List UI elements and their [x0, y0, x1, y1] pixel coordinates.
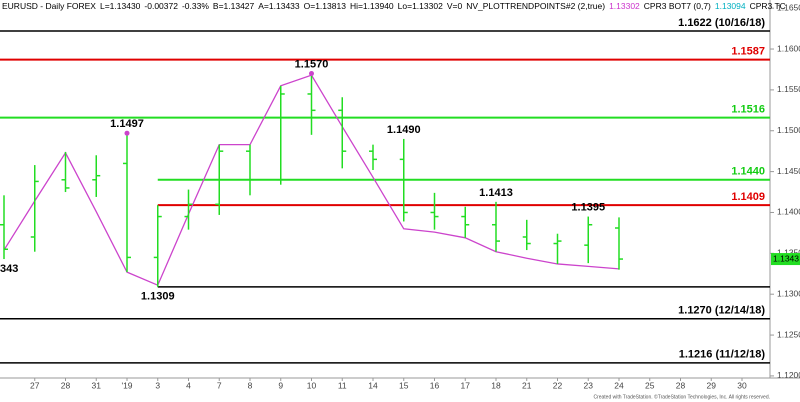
level-label: 1.1270 (12/14/18)	[678, 305, 765, 317]
x-tick-label: 7	[217, 380, 222, 390]
y-tick-label: 1.1500	[777, 125, 800, 135]
y-tick-label: 1.1600	[777, 43, 800, 53]
pivot-label: 343	[0, 263, 18, 275]
level-label: 1.1587	[731, 46, 765, 58]
x-tick-label: '19	[121, 380, 132, 390]
header-part: 1.13302	[609, 1, 640, 11]
x-tick-label: 10	[307, 380, 317, 390]
x-tick-label: 18	[491, 380, 501, 390]
x-tick-label: 31	[92, 380, 102, 390]
level-label: 1.1409	[731, 191, 765, 203]
x-tick-label: 23	[584, 380, 594, 390]
header-part: Lo=1.13302	[398, 1, 443, 11]
level-label: 1.1516	[731, 104, 765, 116]
header-part: CPR3 TC	[750, 1, 786, 11]
header-part: 1.13094	[715, 1, 746, 11]
header-part: NV_PLOTTRENDPOINTS#2 (2,true)	[466, 1, 605, 11]
x-tick-label: 29	[707, 380, 717, 390]
header-part: EURUSD - Daily FOREX	[2, 1, 96, 11]
header-part: O=1.13813	[304, 1, 347, 11]
level-label: 1.1622 (10/16/18)	[678, 17, 765, 29]
header-part: CPR3 BOT7 (0,7)	[644, 1, 711, 11]
y-tick-label: 1.1550	[777, 84, 800, 94]
pivot-dot	[124, 130, 130, 136]
y-tick-label: 1.1300	[777, 288, 800, 298]
level-label: 1.1440	[731, 166, 765, 178]
x-tick-label: 16	[430, 380, 440, 390]
x-tick-label: 3	[155, 380, 160, 390]
y-tick-label: 1.1650	[777, 2, 800, 12]
header-part: A=1.13433	[258, 1, 300, 11]
header-part: -0.33%	[182, 1, 209, 11]
level-label: 1.1216 (11/12/18)	[679, 349, 766, 361]
header-part: Hi=1.13940	[350, 1, 394, 11]
pivot-label: 1.1413	[479, 187, 513, 199]
pivot-label: 1.1497	[110, 118, 144, 130]
y-tick-label: 1.1450	[777, 166, 800, 176]
header-part: B=1.13427	[213, 1, 255, 11]
y-tick-label: 1.1400	[777, 207, 800, 217]
x-tick-label: 8	[248, 380, 253, 390]
x-tick-label: 11	[338, 380, 347, 390]
x-tick-label: 4	[186, 380, 191, 390]
y-tick-label: 1.1350	[777, 248, 800, 258]
x-tick-label: 24	[614, 380, 624, 390]
header-part: -0.00372	[144, 1, 178, 11]
pivot-label: 1.1395	[571, 201, 605, 213]
x-tick-label: 30	[737, 380, 747, 390]
y-tick-label: 1.1250	[777, 329, 800, 339]
y-tick-label: 1.1200	[777, 370, 800, 380]
footer: Created with TradeStation. ©TradeStation…	[593, 393, 770, 400]
x-tick-label: 22	[553, 380, 563, 390]
x-tick-label: 28	[61, 380, 71, 390]
x-tick-label: 28	[676, 380, 686, 390]
x-tick-label: 25	[645, 380, 655, 390]
pivot-label: 1.1570	[295, 58, 329, 70]
x-tick-label: 21	[522, 380, 532, 390]
x-tick-label: 17	[461, 380, 471, 390]
header-part: V=0	[447, 1, 463, 11]
x-tick-label: 27	[30, 380, 40, 390]
header: EURUSD - Daily FOREX L=1.13430 -0.00372 -0.…	[2, 1, 786, 11]
pivot-label: 1.1309	[141, 291, 175, 303]
pivot-dot	[309, 71, 314, 77]
last-price-box	[771, 253, 800, 266]
last-price-label: 1.1343	[773, 253, 799, 263]
x-tick-label: 15	[399, 380, 409, 390]
x-tick-label: 14	[368, 380, 378, 390]
pivot-label: 1.1490	[387, 124, 421, 136]
x-tick-label: 9	[278, 380, 283, 390]
header-part: L=1.13430	[100, 1, 141, 11]
